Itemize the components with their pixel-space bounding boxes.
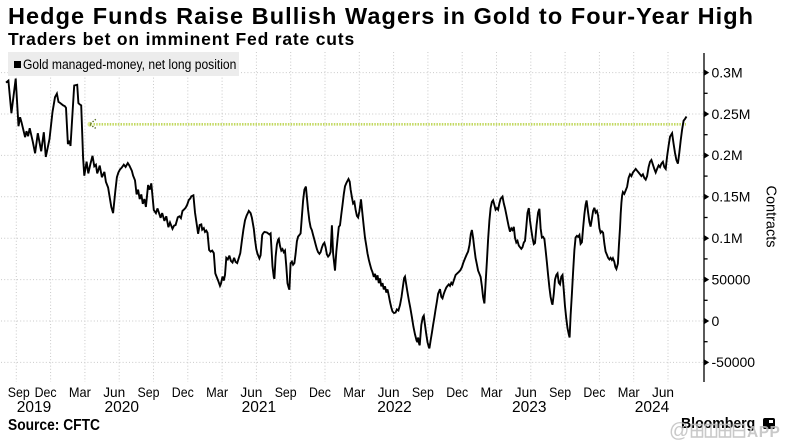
svg-text:2024: 2024 — [635, 399, 670, 416]
svg-text:0.2M: 0.2M — [712, 147, 743, 163]
svg-text:0.25M: 0.25M — [712, 106, 751, 122]
svg-text:Sep: Sep — [138, 384, 160, 400]
svg-text:Dec: Dec — [35, 384, 57, 400]
svg-text:Jun: Jun — [515, 384, 537, 400]
svg-text:Dec: Dec — [309, 384, 331, 400]
svg-text:Dec: Dec — [583, 384, 605, 400]
svg-text:Sep: Sep — [275, 384, 297, 400]
svg-text:Jun: Jun — [240, 384, 262, 400]
svg-text:Jun: Jun — [378, 384, 400, 400]
svg-text:2023: 2023 — [512, 399, 546, 416]
svg-text:2019: 2019 — [17, 399, 51, 416]
svg-text:Mar: Mar — [206, 384, 228, 400]
svg-text:Mar: Mar — [69, 384, 91, 400]
svg-text:Mar: Mar — [618, 384, 640, 400]
svg-text:0.15M: 0.15M — [712, 189, 751, 205]
svg-text:0.3M: 0.3M — [712, 64, 743, 80]
svg-text:Contracts: Contracts — [763, 185, 779, 247]
svg-text:2022: 2022 — [377, 399, 411, 416]
svg-text:-50000: -50000 — [712, 354, 756, 370]
svg-text:Jun: Jun — [652, 384, 674, 400]
svg-text:Jun: Jun — [103, 384, 125, 400]
svg-text:Sep: Sep — [549, 384, 571, 400]
svg-text:0.1M: 0.1M — [712, 230, 743, 246]
svg-text:Dec: Dec — [446, 384, 468, 400]
svg-text:0: 0 — [712, 313, 720, 329]
svg-text:2021: 2021 — [242, 399, 276, 416]
svg-text:@: @ — [669, 420, 689, 442]
svg-text:Dec: Dec — [172, 384, 194, 400]
svg-text:50000: 50000 — [712, 271, 751, 287]
svg-text:Mar: Mar — [481, 384, 503, 400]
svg-text:2020: 2020 — [104, 399, 139, 416]
svg-text:Mar: Mar — [343, 384, 365, 400]
svg-text:APP: APP — [747, 424, 780, 441]
svg-text:Sep: Sep — [412, 384, 434, 400]
svg-text:Sep: Sep — [8, 384, 30, 400]
